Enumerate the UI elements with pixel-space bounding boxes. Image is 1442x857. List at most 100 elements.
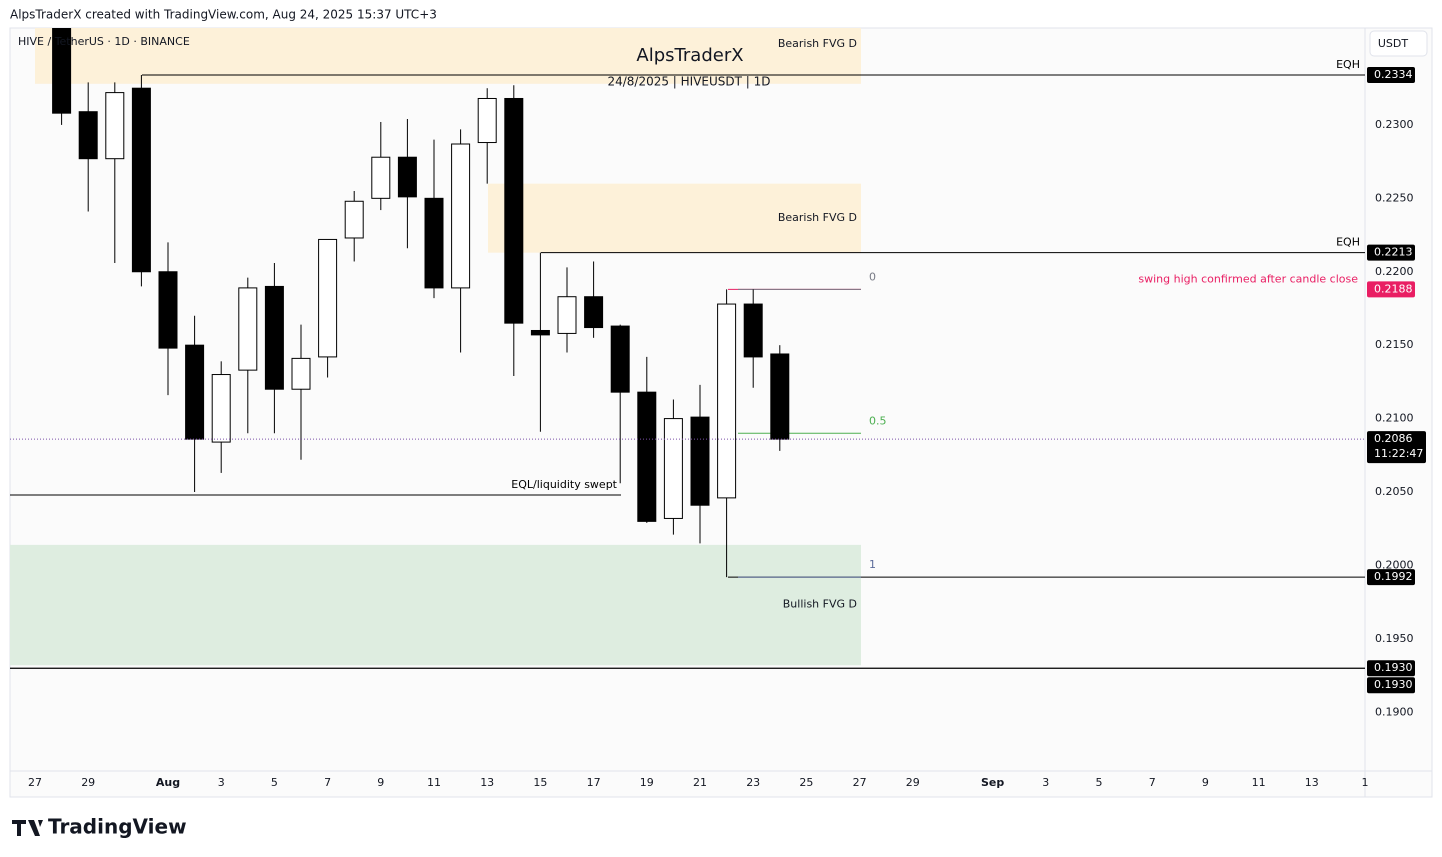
x-tick-label: 9 (1202, 776, 1209, 789)
price-tag (1367, 677, 1415, 694)
last-price-label: 0.2086 (1374, 432, 1413, 445)
candle-body (477, 97, 497, 144)
level-label: EQL/liquidity swept (511, 478, 617, 491)
candle-body (424, 197, 444, 289)
candle-body (557, 296, 577, 334)
x-tick-label: 13 (480, 776, 494, 789)
x-tick-label: 29 (81, 776, 95, 789)
price-tag-label: 0.1992 (1374, 570, 1413, 583)
fvg-zone (10, 544, 861, 666)
x-tick-label: Aug (156, 776, 180, 789)
price-tag (1367, 569, 1415, 586)
currency-button[interactable] (1369, 30, 1428, 57)
level-label: swing high confirmed after candle close (1138, 272, 1358, 285)
candle-body (105, 92, 125, 160)
y-tick-label: 0.2250 (1375, 191, 1414, 204)
price-tag-label: 0.2213 (1374, 246, 1413, 259)
x-tick-label: 27 (853, 776, 867, 789)
logo-icon (12, 820, 43, 836)
candle-body (504, 97, 524, 324)
countdown-label: 11:22:47 (1374, 447, 1423, 460)
x-tick-label: 29 (906, 776, 920, 789)
x-tick-label: 3 (218, 776, 225, 789)
x-tick-label: 3 (1042, 776, 1049, 789)
fib-label: 1 (869, 558, 876, 571)
logo-text: TradingView (48, 815, 187, 839)
author-line: AlpsTraderX created with TradingView.com… (10, 8, 437, 22)
plot-area (10, 28, 1365, 669)
fvg-zone (488, 183, 861, 253)
currency-label[interactable]: USDT (1378, 37, 1409, 50)
x-tick-label: 11 (427, 776, 441, 789)
candle-body (185, 344, 205, 440)
fib-label: 0 (869, 270, 876, 283)
x-tick-label: 23 (746, 776, 760, 789)
candle-body (663, 418, 683, 519)
candle-body (637, 391, 657, 522)
price-tag-label: 0.2334 (1374, 68, 1413, 81)
y-tick-label: 0.2200 (1375, 265, 1414, 278)
candle-body (264, 285, 284, 390)
level-label: EQH (1336, 58, 1360, 71)
y-tick-label: 0.1900 (1375, 705, 1414, 718)
candle-body (451, 143, 471, 289)
y-tick-label: 0.2000 (1375, 558, 1414, 571)
price-tag (1367, 660, 1415, 677)
candle-body (371, 156, 391, 199)
x-tick-label: Sep (981, 776, 1004, 789)
zone-label: Bearish FVG D (778, 37, 857, 50)
candle-body (770, 353, 790, 440)
x-tick-label: 13 (1305, 776, 1319, 789)
y-tick-label: 0.2150 (1375, 338, 1414, 351)
candle-body (397, 156, 417, 198)
x-tick-label: 5 (271, 776, 278, 789)
price-tag (1367, 244, 1415, 261)
candle-body (291, 357, 311, 390)
x-tick-label: 7 (324, 776, 331, 789)
chart-title: AlpsTraderX (636, 45, 743, 66)
candle-body (158, 271, 178, 349)
candle-body (238, 287, 258, 371)
price-tag (1367, 281, 1415, 298)
price-tag (1367, 66, 1415, 83)
candle-body (690, 416, 710, 506)
candle-body (52, 28, 72, 114)
price-tag-label: 0.1930 (1374, 678, 1413, 691)
candle-body (717, 303, 737, 499)
x-tick-label: 21 (693, 776, 707, 789)
last-price-tag (1367, 431, 1426, 464)
candle-body (131, 87, 151, 273)
level-label: EQH (1336, 236, 1360, 249)
zone-label: Bullish FVG D (783, 597, 857, 610)
candle-body (743, 303, 763, 358)
candle-body (318, 238, 338, 358)
x-tick-label: 1 (1362, 776, 1369, 789)
x-tick-label: 5 (1096, 776, 1103, 789)
x-tick-label: 9 (377, 776, 384, 789)
candle-body (78, 111, 98, 160)
y-tick-label: 0.2300 (1375, 118, 1414, 131)
candle-body (610, 325, 630, 393)
x-tick-label: 11 (1252, 776, 1266, 789)
candle-body (584, 296, 604, 329)
zone-label: Bearish FVG D (778, 211, 857, 224)
y-tick-label: 0.1950 (1375, 632, 1414, 645)
x-tick-label: 17 (587, 776, 601, 789)
candle-body (344, 200, 364, 239)
candle-body (530, 329, 550, 336)
x-tick-label: 19 (640, 776, 654, 789)
price-tag-label: 0.1930 (1374, 661, 1413, 674)
y-tick-label: 0.2050 (1375, 485, 1414, 498)
x-tick-label: 15 (533, 776, 547, 789)
symbol-info: HIVE / TetherUS · 1D · BINANCE (18, 35, 190, 48)
x-tick-label: 7 (1149, 776, 1156, 789)
y-tick-label: 0.2100 (1375, 412, 1414, 425)
x-tick-label: 27 (28, 776, 42, 789)
chart-subtitle: 24/8/2025 | HIVEUSDT | 1D (607, 75, 770, 89)
price-tag-label: 0.2188 (1374, 282, 1413, 295)
fib-label: 0.5 (869, 414, 887, 427)
candle-body (211, 374, 231, 443)
overlay: Bearish FVG D Bearish FVG D Bullish FVG D 0… (28, 37, 1426, 789)
